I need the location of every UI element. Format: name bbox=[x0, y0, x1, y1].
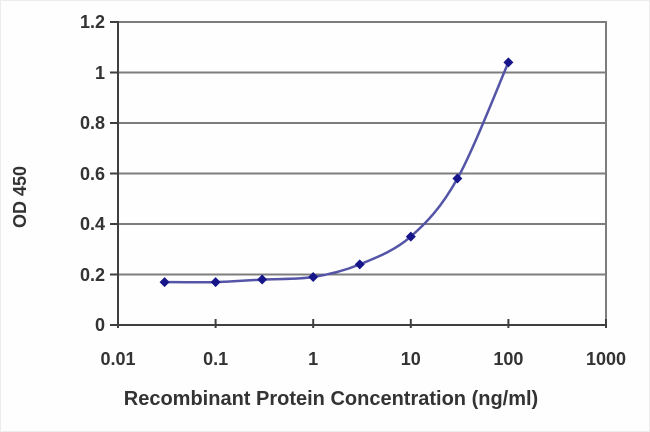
y-tick-label: 1.2 bbox=[79, 12, 105, 32]
data-point-marker bbox=[308, 272, 319, 283]
y-tick-label: 0.6 bbox=[79, 163, 105, 184]
data-point-marker bbox=[354, 259, 365, 270]
data-point-marker bbox=[503, 57, 514, 68]
x-axis-title: Recombinant Protein Concentration (ng/ml… bbox=[123, 388, 539, 410]
x-tick-label: 10 bbox=[400, 349, 421, 369]
x-tick-label: 0.01 bbox=[100, 349, 136, 369]
y-axis-title: OD 450 bbox=[10, 165, 30, 229]
y-tick-label: 0 bbox=[94, 315, 105, 335]
y-tick-label: 0.8 bbox=[79, 113, 105, 133]
data-point-marker bbox=[452, 173, 463, 184]
data-point-marker bbox=[159, 277, 170, 288]
y-tick-label: 0.2 bbox=[79, 264, 105, 285]
y-tick-label: 1 bbox=[94, 62, 105, 83]
data-point-marker bbox=[405, 231, 416, 242]
data-point-marker bbox=[210, 277, 221, 288]
x-tick-label: 100 bbox=[493, 349, 524, 369]
x-tick-label: 0.1 bbox=[203, 349, 229, 369]
x-tick-label: 1000 bbox=[585, 349, 627, 369]
x-tick-label: 1 bbox=[308, 349, 319, 369]
series-line bbox=[163, 61, 510, 284]
data-point-marker bbox=[257, 274, 268, 285]
y-tick-label: 0.4 bbox=[79, 214, 105, 234]
